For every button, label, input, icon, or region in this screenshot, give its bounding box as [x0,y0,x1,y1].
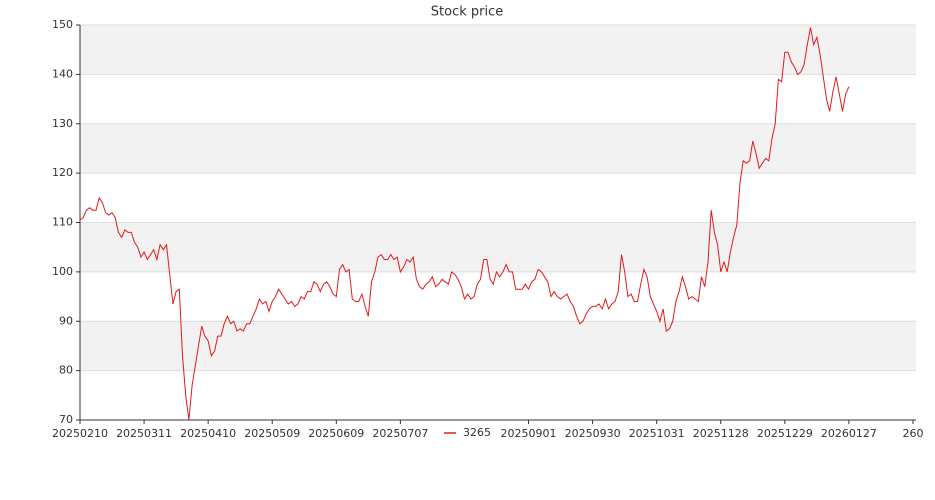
grid-band [80,321,916,371]
x-tick-label: 20251128 [693,427,749,440]
x-tick-label: 20250930 [565,427,621,440]
x-tick-label: 20260127 [821,427,877,440]
x-tick-label: 260 [903,427,924,440]
y-tick-label: 120 [52,166,73,179]
grid-band [80,222,916,272]
chart-title: Stock price [431,5,503,20]
y-tick-label: 70 [59,413,73,426]
x-tick-label: 20250901 [501,427,557,440]
x-tick-label: 20251229 [757,427,813,440]
y-tick-label: 80 [59,364,73,377]
y-tick-label: 140 [52,67,73,80]
legend-label: 3265 [463,426,491,439]
price-line [79,27,850,421]
x-tick-label: 20250210 [52,427,108,440]
x-tick-label: 20250311 [116,427,172,440]
y-tick-label: 110 [52,216,73,229]
grid-band [80,25,916,75]
y-tick-label: 100 [52,265,73,278]
x-tick-label: 20250707 [372,427,428,440]
y-tick-label: 130 [52,117,73,130]
grid-band [80,123,916,174]
x-tick-label: 20250609 [308,427,364,440]
x-tick-label: 20251031 [629,427,685,440]
x-tick-label: 20250410 [180,427,236,440]
legend-bg [440,425,492,441]
y-tick-label: 150 [52,18,73,31]
x-tick-label: 20250509 [244,427,300,440]
y-tick-label: 90 [59,314,73,327]
